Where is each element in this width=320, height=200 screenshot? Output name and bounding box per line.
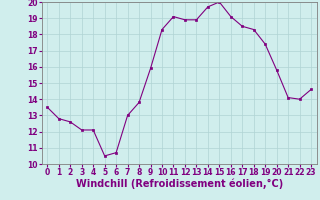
X-axis label: Windchill (Refroidissement éolien,°C): Windchill (Refroidissement éolien,°C) — [76, 179, 283, 189]
